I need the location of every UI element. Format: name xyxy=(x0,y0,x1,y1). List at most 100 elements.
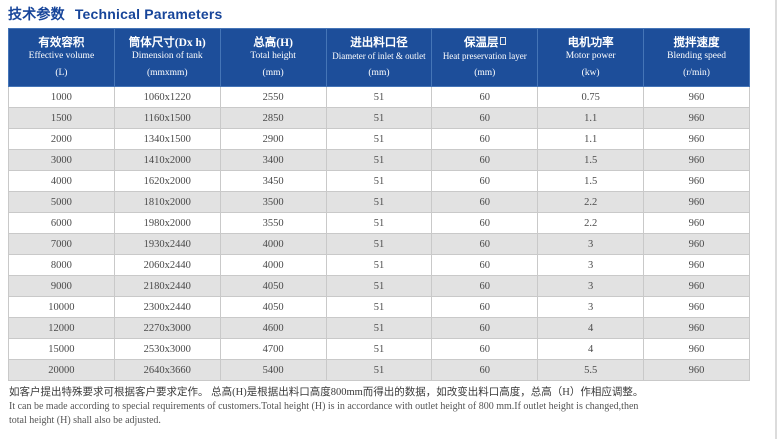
table-cell: 7000 xyxy=(8,233,115,255)
table-row: 10000 2300x2440 4050 51 60 3 960 xyxy=(8,296,750,318)
table-cell: 1620x2000 xyxy=(113,170,221,192)
table-row: 12000 2270x3000 4600 51 60 4 960 xyxy=(8,317,750,339)
table-cell: 12000 xyxy=(8,317,115,339)
table-cell: 4600 xyxy=(219,317,327,339)
table-cell: 1.5 xyxy=(537,149,645,171)
table-cell: 60 xyxy=(431,275,539,297)
col-header-unit: (r/min) xyxy=(683,68,710,78)
table-cell: 4 xyxy=(537,338,645,360)
table-row: 5000 1810x2000 3500 51 60 2.2 960 xyxy=(8,191,750,213)
table-cell: 3400 xyxy=(219,149,327,171)
table-cell: 2270x3000 xyxy=(113,317,221,339)
table-cell: 1980x2000 xyxy=(113,212,221,234)
footnote-english-line2: total height (H) shall also be adjusted. xyxy=(9,415,161,426)
table-cell: 3000 xyxy=(8,149,115,171)
table-cell: 51 xyxy=(325,170,433,192)
table-cell: 960 xyxy=(643,128,750,150)
table-cell: 960 xyxy=(643,149,750,171)
col-header-en: Dimension of tank xyxy=(131,51,203,61)
col-header-en: Total height xyxy=(250,51,296,61)
table-row: 9000 2180x2440 4050 51 60 3 960 xyxy=(8,275,750,297)
col-header-cn: 保温层 xyxy=(434,36,535,50)
table-cell: 2000 xyxy=(8,128,115,150)
col-header-en: Effective volume xyxy=(28,51,95,61)
table-cell: 60 xyxy=(431,107,539,129)
table-cell: 2900 xyxy=(219,128,327,150)
table-cell: 960 xyxy=(643,212,750,234)
table-cell: 60 xyxy=(431,359,539,381)
page-edge-divider xyxy=(775,0,777,439)
table-cell: 4050 xyxy=(219,275,327,297)
table-cell: 6000 xyxy=(8,212,115,234)
table-cell: 60 xyxy=(431,296,539,318)
page-title-en: Technical Parameters xyxy=(74,6,223,22)
table-row: 1500 1160x1500 2850 51 60 1.1 960 xyxy=(8,107,750,129)
table-cell: 960 xyxy=(643,233,750,255)
table-cell: 51 xyxy=(325,296,433,318)
table-cell: 1340x1500 xyxy=(113,128,221,150)
col-header-unit: (mmxmm) xyxy=(146,68,188,78)
table-cell: 51 xyxy=(325,107,433,129)
table-row: 15000 2530x3000 4700 51 60 4 960 xyxy=(8,338,750,360)
table-cell: 4000 xyxy=(219,233,327,255)
col-header-dimension-of-tank: 筒体尺寸(Dx h) Dimension of tank (mmxmm) xyxy=(113,28,221,87)
table-cell: 3550 xyxy=(219,212,327,234)
table-row: 20000 2640x3660 5400 51 60 5.5 960 xyxy=(8,359,750,381)
table-cell: 2300x2440 xyxy=(113,296,221,318)
table-cell: 4000 xyxy=(219,254,327,276)
table-cell: 960 xyxy=(643,170,750,192)
col-header-en: Blending speed xyxy=(667,51,726,61)
table-cell: 1930x2440 xyxy=(113,233,221,255)
col-header-en: Motor power xyxy=(565,51,616,61)
table-cell: 4000 xyxy=(8,170,115,192)
table-cell: 51 xyxy=(325,212,433,234)
table-cell: 2.2 xyxy=(537,212,645,234)
table-cell: 1810x2000 xyxy=(113,191,221,213)
table-cell: 51 xyxy=(325,233,433,255)
col-header-blending-speed: 搅拌速度 Blending speed (r/min) xyxy=(643,28,750,87)
table-cell: 3 xyxy=(537,275,645,297)
col-header-en: Heat preservation layer xyxy=(442,51,527,61)
table-cell: 4050 xyxy=(219,296,327,318)
table-cell: 2850 xyxy=(219,107,327,129)
table-cell: 1000 xyxy=(8,86,115,108)
table-cell: 3450 xyxy=(219,170,327,192)
table-cell: 960 xyxy=(643,296,750,318)
table-header-row: 有效容积 Effective volume (L) 筒体尺寸(Dx h) Dim… xyxy=(8,28,750,87)
col-header-unit: (kw) xyxy=(581,68,600,78)
col-header-unit: (mm) xyxy=(368,68,390,78)
table-cell: 3 xyxy=(537,296,645,318)
col-header-cn: 有效容积 xyxy=(38,37,85,49)
col-header-inlet-outlet-diameter: 进出料口径 Diameter of inlet & outlet (mm) xyxy=(325,28,433,87)
page-title-cn: 技术参数 xyxy=(8,6,65,22)
table-body: 1000 1060x1220 2550 51 60 0.75 960 1500 1160x150… xyxy=(8,86,750,381)
table-cell: 2530x3000 xyxy=(113,338,221,360)
table-cell: 9000 xyxy=(8,275,115,297)
table-cell: 20000 xyxy=(8,359,115,381)
table-cell: 2.2 xyxy=(537,191,645,213)
col-header-unit: (L) xyxy=(55,68,68,78)
table-cell: 4 xyxy=(537,317,645,339)
table-header: 有效容积 Effective volume (L) 筒体尺寸(Dx h) Dim… xyxy=(8,28,750,87)
col-header-effective-volume: 有效容积 Effective volume (L) xyxy=(8,28,115,87)
table-row: 3000 1410x2000 3400 51 60 1.5 960 xyxy=(8,149,750,171)
missing-glyph-icon xyxy=(499,37,506,45)
col-header-cn: 搅拌速度 xyxy=(673,37,720,49)
table-cell: 960 xyxy=(643,86,750,108)
table-cell: 1.5 xyxy=(537,170,645,192)
table-cell: 4700 xyxy=(219,338,327,360)
table-cell: 3 xyxy=(537,233,645,255)
table-row: 6000 1980x2000 3550 51 60 2.2 960 xyxy=(8,212,750,234)
col-header-en: Diameter of inlet & outlet xyxy=(332,51,426,61)
table-cell: 2180x2440 xyxy=(113,275,221,297)
table-cell: 1060x1220 xyxy=(113,86,221,108)
table-cell: 60 xyxy=(431,254,539,276)
table-cell: 2550 xyxy=(219,86,327,108)
col-header-cn: 进出料口径 xyxy=(350,37,408,49)
footnote-chinese: 如客户提出特殊要求可根据客户要求定作。 总高(H)是根据出料口高度800mm而得… xyxy=(9,387,644,398)
table-cell: 1500 xyxy=(8,107,115,129)
table-cell: 3 xyxy=(537,254,645,276)
table-cell: 2640x3660 xyxy=(113,359,221,381)
table-row: 8000 2060x2440 4000 51 60 3 960 xyxy=(8,254,750,276)
table-cell: 960 xyxy=(643,317,750,339)
